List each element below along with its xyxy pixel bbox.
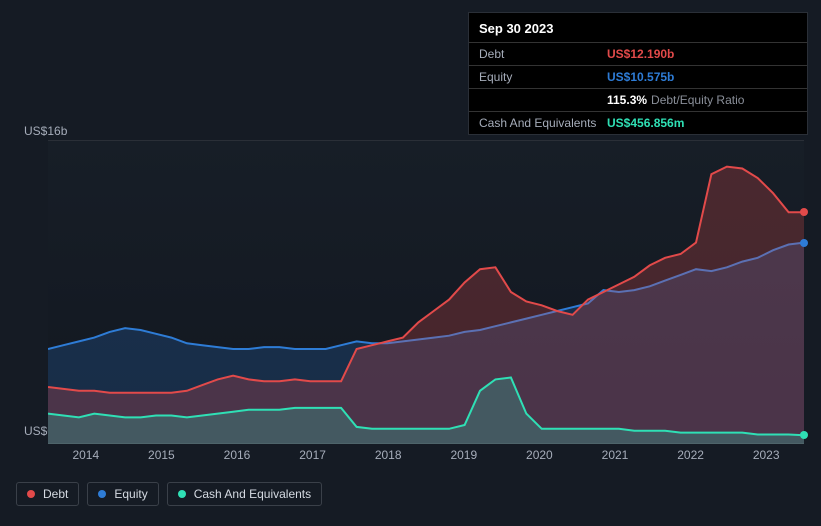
x-axis-label: 2017: [299, 448, 326, 462]
plot-svg: [48, 140, 804, 444]
tooltip-date: Sep 30 2023: [469, 19, 807, 42]
x-axis-label: 2015: [148, 448, 175, 462]
tooltip-row: 115.3% Debt/Equity Ratio: [469, 88, 807, 111]
chart-plot-area[interactable]: [16, 140, 804, 444]
x-axis-label: 2016: [224, 448, 251, 462]
legend-label: Cash And Equivalents: [194, 487, 311, 501]
tooltip-sublabel: Debt/Equity Ratio: [651, 93, 744, 107]
chart-container: Sep 30 2023 DebtUS$12.190bEquityUS$10.57…: [0, 0, 821, 526]
tooltip-row: DebtUS$12.190b: [469, 42, 807, 65]
legend-item-cash-and-equivalents[interactable]: Cash And Equivalents: [167, 482, 322, 506]
tooltip-label: Equity: [479, 70, 607, 84]
chart-tooltip: Sep 30 2023 DebtUS$12.190bEquityUS$10.57…: [468, 12, 808, 135]
y-axis-tick-top: US$16b: [24, 124, 67, 138]
legend-item-equity[interactable]: Equity: [87, 482, 158, 506]
current-marker-equity: [800, 239, 808, 247]
tooltip-value: 115.3%: [607, 93, 647, 107]
legend-label: Debt: [43, 487, 68, 501]
current-marker-debt: [800, 208, 808, 216]
tooltip-value: US$12.190b: [607, 47, 674, 61]
legend-dot-icon: [27, 490, 35, 498]
tooltip-row: Cash And EquivalentsUS$456.856m: [469, 111, 807, 134]
tooltip-value: US$456.856m: [607, 116, 684, 130]
series-area-debt: [48, 167, 804, 444]
legend-dot-icon: [178, 490, 186, 498]
tooltip-label: [479, 93, 607, 107]
x-axis-label: 2023: [753, 448, 780, 462]
tooltip-value: US$10.575b: [607, 70, 674, 84]
legend-item-debt[interactable]: Debt: [16, 482, 79, 506]
legend-dot-icon: [98, 490, 106, 498]
legend-label: Equity: [114, 487, 147, 501]
tooltip-label: Debt: [479, 47, 607, 61]
current-marker-cash-and-equivalents: [800, 431, 808, 439]
x-axis-label: 2021: [602, 448, 629, 462]
x-axis-label: 2018: [375, 448, 402, 462]
x-axis-label: 2019: [450, 448, 477, 462]
legend: Debt Equity Cash And Equivalents: [16, 482, 322, 506]
tooltip-row: EquityUS$10.575b: [469, 65, 807, 88]
x-axis-label: 2020: [526, 448, 553, 462]
x-axis-label: 2022: [677, 448, 704, 462]
plot-background: [48, 140, 804, 444]
x-axis-label: 2014: [72, 448, 99, 462]
x-axis-labels: 2014 2015 2016 2017 2018 2019 2020 2021 2022 2023: [48, 448, 804, 468]
tooltip-label: Cash And Equivalents: [479, 116, 607, 130]
tooltip-rows: DebtUS$12.190bEquityUS$10.575b115.3%Debt…: [469, 42, 807, 134]
